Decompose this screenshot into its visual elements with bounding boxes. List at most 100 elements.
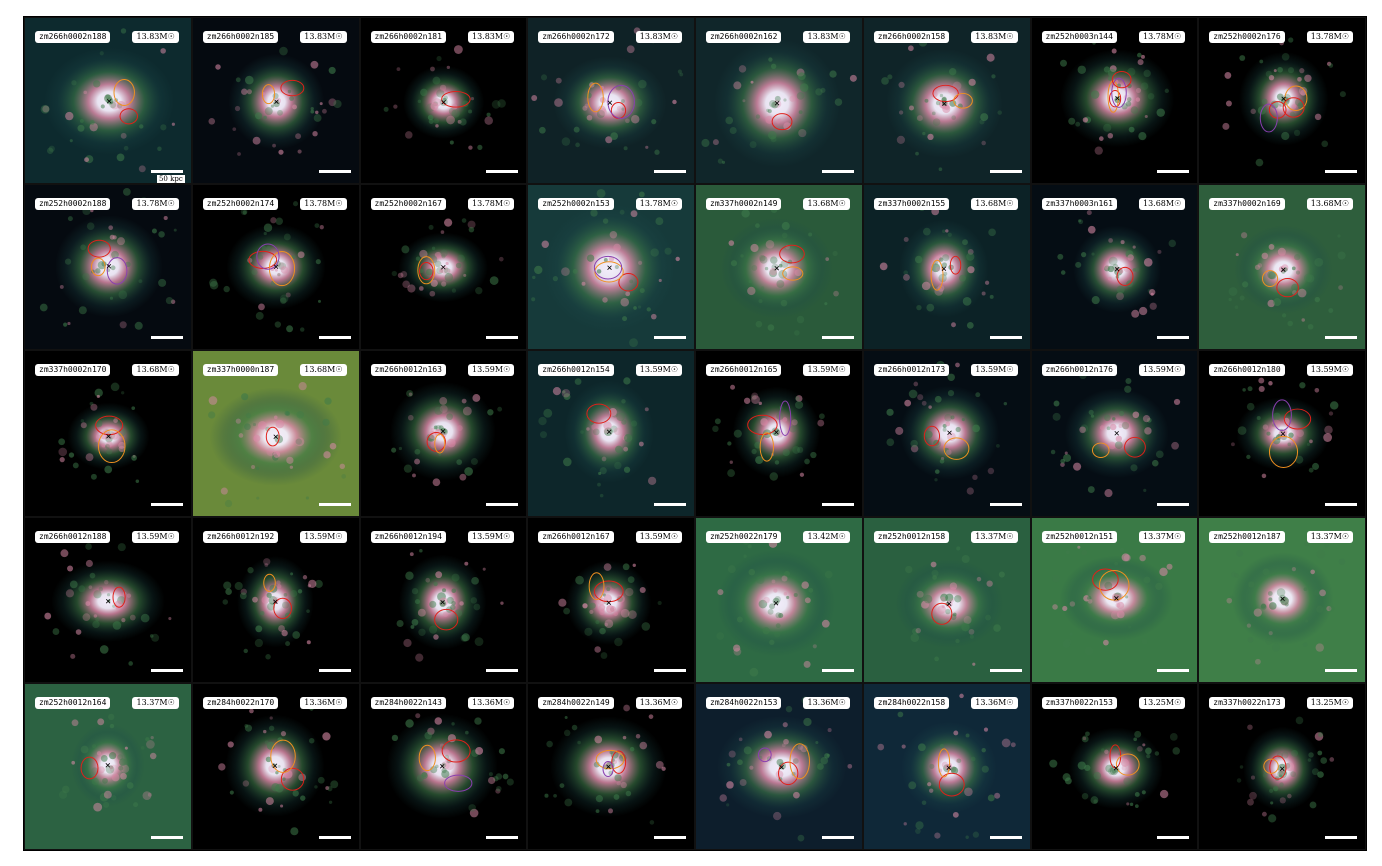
noise-speck bbox=[1258, 377, 1265, 384]
cluster-mass-label: 13.83M☉ bbox=[300, 31, 347, 43]
noise-speck bbox=[265, 245, 271, 251]
noise-speck bbox=[438, 425, 444, 431]
noise-speck bbox=[289, 465, 293, 470]
noise-speck bbox=[1067, 117, 1075, 125]
noise-speck bbox=[435, 56, 442, 62]
noise-speck bbox=[712, 425, 719, 433]
noise-speck bbox=[916, 304, 922, 310]
noise-speck bbox=[625, 291, 631, 296]
noise-speck bbox=[1314, 257, 1324, 267]
center-marker-icon bbox=[779, 765, 784, 770]
noise-speck bbox=[461, 633, 470, 642]
noise-speck bbox=[68, 452, 75, 458]
noise-speck bbox=[730, 259, 738, 266]
noise-speck bbox=[625, 587, 634, 597]
noise-speck bbox=[587, 254, 595, 262]
center-marker-icon bbox=[439, 764, 444, 769]
noise-speck bbox=[470, 458, 478, 466]
noise-speck bbox=[134, 321, 143, 330]
noise-speck bbox=[396, 619, 404, 627]
noise-speck bbox=[75, 629, 82, 635]
cluster-name-label: zm252h0012n164 bbox=[35, 697, 111, 710]
noise-speck bbox=[240, 393, 248, 401]
noise-speck bbox=[750, 243, 759, 252]
noise-speck bbox=[404, 131, 413, 139]
cluster-panel: zm266h0012n176 13.59M☉ bbox=[1030, 350, 1199, 517]
contour-line bbox=[931, 602, 953, 625]
noise-speck bbox=[531, 296, 536, 301]
noise-speck bbox=[1059, 459, 1065, 464]
cluster-panel: zm252h0012n158 13.37M☉ bbox=[862, 516, 1031, 684]
noise-speck bbox=[755, 114, 761, 119]
noise-speck bbox=[67, 565, 74, 572]
contour-line bbox=[1111, 71, 1132, 89]
noise-speck bbox=[1231, 442, 1236, 447]
noise-speck bbox=[476, 144, 482, 150]
noise-speck bbox=[1247, 403, 1255, 411]
noise-speck bbox=[987, 467, 994, 475]
noise-speck bbox=[636, 734, 641, 739]
noise-speck bbox=[769, 268, 778, 277]
noise-speck bbox=[1003, 402, 1007, 406]
noise-speck bbox=[1107, 237, 1113, 243]
noise-speck bbox=[208, 278, 218, 287]
noise-speck bbox=[815, 88, 823, 96]
noise-speck bbox=[438, 600, 446, 607]
noise-speck bbox=[42, 105, 50, 113]
noise-speck bbox=[450, 600, 456, 606]
noise-speck bbox=[289, 589, 298, 598]
noise-speck bbox=[265, 653, 271, 660]
noise-speck bbox=[65, 589, 75, 598]
noise-speck bbox=[983, 727, 988, 733]
noise-speck bbox=[1309, 467, 1314, 473]
noise-speck bbox=[1107, 76, 1112, 81]
noise-speck bbox=[330, 780, 338, 789]
noise-speck bbox=[1099, 425, 1105, 431]
noise-speck bbox=[274, 771, 279, 775]
noise-speck bbox=[937, 605, 946, 614]
noise-speck bbox=[773, 812, 782, 821]
noise-speck bbox=[933, 656, 939, 662]
noise-speck bbox=[965, 252, 975, 261]
noise-speck bbox=[1142, 69, 1151, 78]
noise-speck bbox=[827, 728, 832, 733]
noise-speck bbox=[471, 394, 480, 403]
contour-line bbox=[443, 774, 472, 793]
noise-speck bbox=[1087, 225, 1096, 234]
noise-speck bbox=[322, 418, 330, 427]
noise-speck bbox=[941, 104, 951, 114]
noise-speck bbox=[1296, 270, 1301, 275]
noise-speck bbox=[821, 619, 830, 628]
noise-speck bbox=[951, 115, 956, 120]
cluster-mass-label: 13.36M☉ bbox=[635, 697, 682, 710]
cluster-image bbox=[701, 34, 857, 168]
cluster-mass-label: 13.59M☉ bbox=[1138, 364, 1186, 377]
noise-speck bbox=[949, 582, 957, 590]
noise-speck bbox=[467, 220, 476, 229]
noise-speck bbox=[1061, 605, 1067, 611]
noise-speck bbox=[620, 297, 630, 307]
noise-speck bbox=[924, 430, 933, 439]
noise-speck bbox=[445, 413, 453, 421]
noise-speck bbox=[655, 216, 664, 225]
noise-speck bbox=[661, 766, 667, 772]
cluster-panel: zm252h0002n153 13.78M☉ bbox=[527, 183, 695, 351]
noise-speck bbox=[577, 741, 582, 745]
noise-speck bbox=[1251, 775, 1256, 781]
noise-speck bbox=[328, 801, 333, 805]
noise-speck bbox=[987, 794, 995, 802]
noise-speck bbox=[904, 565, 913, 574]
noise-speck bbox=[1323, 541, 1330, 548]
noise-speck bbox=[1111, 417, 1116, 421]
noise-speck bbox=[559, 783, 565, 789]
noise-speck bbox=[120, 773, 127, 780]
noise-speck bbox=[932, 118, 941, 126]
noise-speck bbox=[768, 57, 773, 62]
noise-speck bbox=[639, 191, 645, 197]
noise-speck bbox=[288, 96, 294, 101]
noise-speck bbox=[1294, 253, 1301, 260]
cluster-panel: zm337h0002n170 13.68M☉ bbox=[24, 350, 192, 517]
noise-speck bbox=[609, 751, 613, 755]
cluster-panel: zm266h0012n167 13.59M☉ bbox=[527, 516, 695, 684]
noise-speck bbox=[1247, 799, 1255, 806]
